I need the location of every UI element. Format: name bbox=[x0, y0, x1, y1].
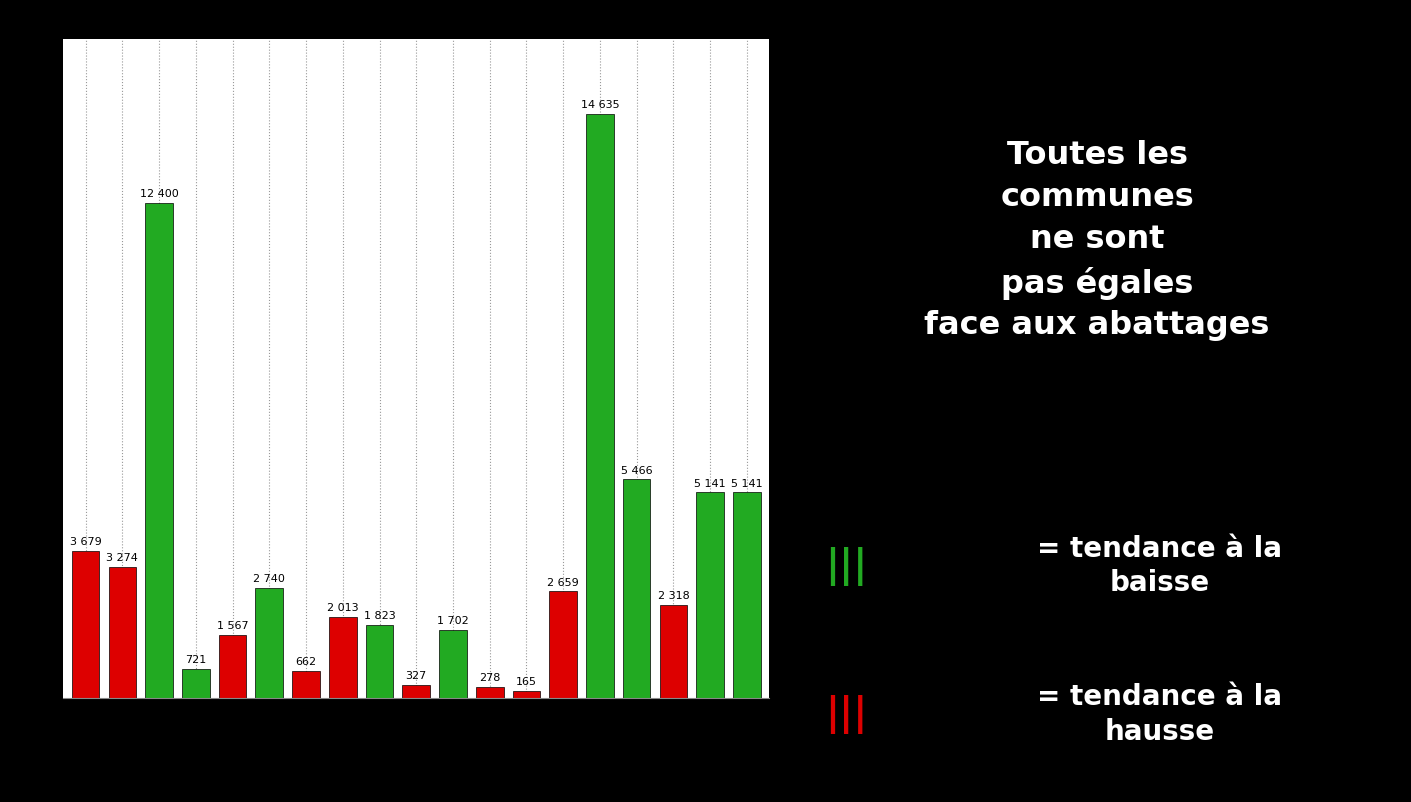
Text: 1 567: 1 567 bbox=[217, 621, 248, 630]
Text: 5 141: 5 141 bbox=[694, 478, 727, 488]
Text: = tendance à la
hausse: = tendance à la hausse bbox=[1037, 683, 1283, 745]
Bar bbox=[439, 630, 467, 698]
Text: 3 679: 3 679 bbox=[69, 537, 102, 546]
Text: |||: ||| bbox=[824, 695, 868, 733]
Bar bbox=[476, 687, 504, 698]
Text: 14 635: 14 635 bbox=[581, 99, 619, 110]
Bar bbox=[292, 671, 320, 698]
Text: 5 466: 5 466 bbox=[621, 465, 652, 475]
Bar bbox=[219, 635, 247, 698]
Bar bbox=[734, 493, 761, 698]
Text: 278: 278 bbox=[480, 672, 501, 682]
Bar bbox=[365, 625, 394, 698]
Bar bbox=[182, 669, 210, 698]
Bar bbox=[255, 589, 284, 698]
Bar bbox=[622, 480, 650, 698]
Text: 2 013: 2 013 bbox=[327, 603, 358, 613]
Text: 1 823: 1 823 bbox=[364, 610, 395, 620]
Text: Toutes les
communes
ne sont
pas égales
face aux abattages: Toutes les communes ne sont pas égales f… bbox=[924, 140, 1270, 341]
Text: 662: 662 bbox=[295, 657, 316, 666]
Title: Total arbres admis à l’abattage par commune
2010-2022: Total arbres admis à l’abattage par comm… bbox=[210, 2, 622, 34]
Text: 2 318: 2 318 bbox=[658, 590, 690, 601]
Text: 165: 165 bbox=[516, 676, 538, 687]
Text: |||: ||| bbox=[824, 546, 868, 585]
Bar bbox=[402, 685, 430, 698]
Bar bbox=[660, 606, 687, 698]
Text: 3 274: 3 274 bbox=[106, 553, 138, 562]
Bar bbox=[586, 115, 614, 698]
Bar bbox=[697, 493, 724, 698]
Bar bbox=[109, 567, 135, 698]
Text: 721: 721 bbox=[185, 654, 206, 664]
Bar bbox=[72, 551, 99, 698]
Text: 5 141: 5 141 bbox=[731, 478, 763, 488]
Bar bbox=[329, 618, 357, 698]
Bar bbox=[145, 204, 172, 698]
Text: 2 740: 2 740 bbox=[254, 573, 285, 584]
Bar bbox=[549, 592, 577, 698]
Text: 1 702: 1 702 bbox=[437, 615, 468, 625]
Text: 327: 327 bbox=[405, 670, 428, 680]
Text: 2 659: 2 659 bbox=[547, 577, 579, 587]
Text: 12 400: 12 400 bbox=[140, 188, 178, 199]
Text: = tendance à la
baisse: = tendance à la baisse bbox=[1037, 534, 1283, 597]
Bar bbox=[512, 691, 540, 698]
